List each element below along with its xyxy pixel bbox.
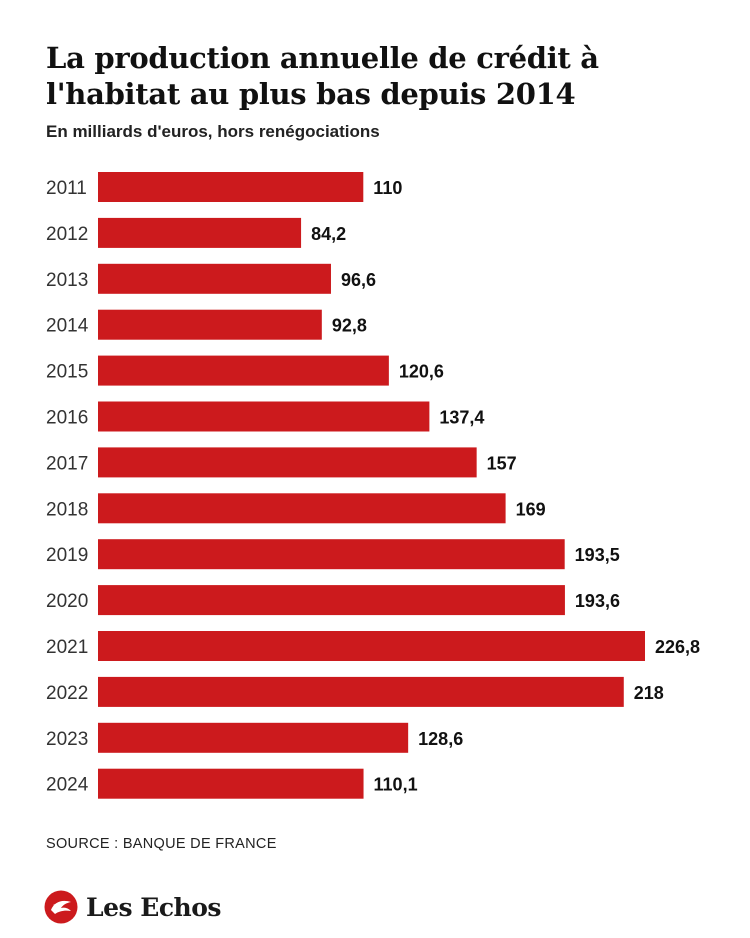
bar-2013: [98, 263, 331, 294]
bar-2014: [98, 309, 322, 340]
value-label-2015: 120,6: [399, 362, 444, 382]
bar-2023: [98, 722, 409, 753]
bar-2021: [98, 631, 645, 661]
value-label-2024: 110,1: [374, 775, 418, 795]
category-label-2022: 2022: [46, 683, 88, 704]
bar-2011: [98, 172, 364, 202]
bar-2015: [98, 355, 389, 386]
value-label-2016: 137,4: [439, 408, 484, 428]
value-label-2017: 157: [487, 453, 517, 473]
brand-logo: Les Echos: [44, 888, 221, 926]
source-note: SOURCE : BANQUE DE FRANCE: [46, 836, 277, 852]
bar-2018: [98, 493, 506, 524]
les-echos-logo-icon: [44, 890, 78, 924]
value-label-2019: 193,5: [575, 545, 620, 565]
bar-2020: [98, 585, 565, 616]
category-label-2017: 2017: [46, 453, 88, 474]
value-label-2014: 92,8: [332, 316, 367, 336]
category-label-2016: 2016: [46, 408, 88, 429]
category-label-2014: 2014: [46, 316, 89, 337]
value-label-2012: 84,2: [311, 224, 346, 244]
bar-2016: [98, 401, 430, 432]
value-label-2022: 218: [634, 683, 664, 703]
category-label-2024: 2024: [46, 775, 89, 796]
bar-2022: [98, 676, 624, 707]
category-label-2020: 2020: [46, 591, 88, 612]
bar-2019: [98, 539, 565, 570]
value-label-2023: 128,6: [418, 729, 463, 749]
brand-name: Les Echos: [86, 892, 221, 922]
chart-subtitle: En milliards d'euros, hors renégociation…: [46, 122, 380, 141]
value-label-2018: 169: [516, 499, 546, 519]
category-label-2011: 2011: [46, 178, 87, 199]
value-label-2013: 96,6: [341, 270, 376, 290]
value-label-2020: 193,6: [575, 591, 620, 611]
bar-2017: [98, 447, 477, 478]
category-label-2015: 2015: [46, 362, 88, 383]
category-label-2023: 2023: [46, 729, 88, 750]
category-label-2013: 2013: [46, 270, 88, 291]
category-label-2018: 2018: [46, 499, 88, 520]
category-label-2021: 2021: [46, 637, 88, 658]
chart-title: La production annuelle de crédit à l'hab…: [46, 41, 599, 111]
bar-2012: [98, 217, 302, 248]
value-label-2011: 110: [373, 178, 402, 198]
bar-2024: [98, 768, 364, 799]
category-label-2019: 2019: [46, 545, 88, 566]
bar-chart: 2011 110 2012 84,2 2013 96,6 2014 92,8 2015 120,6…: [46, 172, 700, 799]
value-label-2021: 226,8: [655, 637, 700, 657]
category-label-2012: 2012: [46, 224, 88, 245]
